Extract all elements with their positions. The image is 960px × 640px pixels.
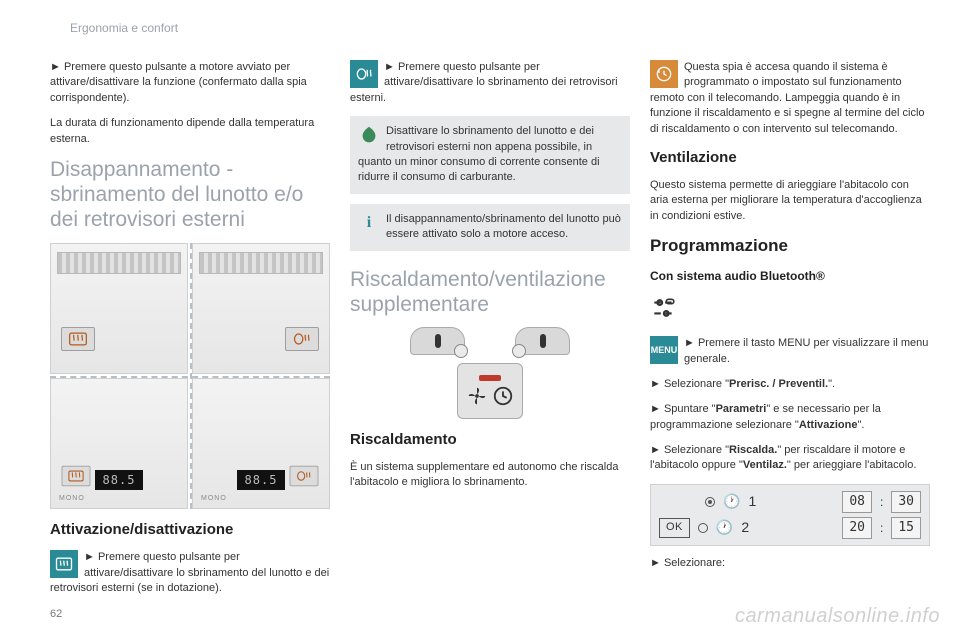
heater-illustration xyxy=(350,327,630,419)
text-block: ► Selezionare: xyxy=(650,556,930,571)
illus-panel: 88.5 MONO xyxy=(192,378,330,509)
radio-unselected-icon xyxy=(698,523,708,533)
heading-programmazione: Programmazione xyxy=(650,234,930,258)
text-block: Questa spia è accesa quando il sistema è… xyxy=(650,61,925,135)
rear-defog-icon xyxy=(50,550,78,578)
leaf-icon xyxy=(358,124,380,146)
info-callout: i Il disappannamento/sbrinamento del lun… xyxy=(350,204,630,251)
text-block: ► Premere questo pulsante a motore avvia… xyxy=(50,60,330,106)
list-item: ► Spuntare "Parametri" e se necessario p… xyxy=(650,402,930,433)
heading-defog: Disappannamento - sbrinamento del lunott… xyxy=(50,157,330,233)
hour-field: 20 xyxy=(842,517,872,539)
row-index: 1 xyxy=(748,492,756,512)
heater-indicator-icon xyxy=(650,60,678,88)
text-block: ► Premere questo pulsante per attivare/d… xyxy=(50,551,329,594)
heading-activation: Attivazione/disattivazione xyxy=(50,519,330,540)
programming-row: 🕐 1 08 : 30 xyxy=(659,491,921,513)
text-block: Il disappannamento/sbrinamento del lunot… xyxy=(386,213,621,240)
text-block: ► Premere il tasto MENU per visualizzare… xyxy=(684,337,928,364)
icon-paragraph: ► Premere questo pulsante per attivare/d… xyxy=(350,60,630,106)
mirror-defog-button xyxy=(290,466,319,486)
clock-icon: 🕐 xyxy=(716,518,733,538)
text-block: ► Premere questo pulsante per attivare/d… xyxy=(350,61,618,104)
page-number: 62 xyxy=(50,607,62,622)
temp-display: 88.5 xyxy=(95,470,143,490)
icon-paragraph: Questa spia è accesa quando il sistema è… xyxy=(650,60,930,137)
stalk-left xyxy=(410,327,465,355)
heading-ventilazione: Ventilazione xyxy=(650,147,930,168)
row-index: 2 xyxy=(741,518,749,538)
vent-strip xyxy=(199,252,323,274)
illus-panel: 88.5 MONO xyxy=(50,378,188,509)
vent-strip xyxy=(57,252,181,274)
column-1: ► Premere questo pulsante a motore avvia… xyxy=(50,20,330,596)
time-colon: : xyxy=(880,494,883,511)
eco-callout: Disattivare lo sbrinamento del lunotto e… xyxy=(350,116,630,194)
icon-paragraph: ► Premere questo pulsante per attivare/d… xyxy=(50,550,330,596)
steering-stalks xyxy=(410,327,570,355)
rear-defog-button xyxy=(62,466,91,486)
ok-button: OK xyxy=(659,518,690,537)
rear-defog-icon xyxy=(68,331,88,347)
minute-field: 30 xyxy=(891,491,921,513)
column-2: ► Premere questo pulsante per attivare/d… xyxy=(350,20,630,596)
list-item: ► Selezionare "Prerisc. / Preventil.". xyxy=(650,377,930,392)
text-block: La durata di funzionamento dipende dalla… xyxy=(50,116,330,147)
heater-button xyxy=(457,363,523,419)
mirror-defog-icon xyxy=(350,60,378,88)
mirror-defog-icon xyxy=(296,469,313,483)
mono-label: MONO xyxy=(59,494,85,504)
radio-selected-icon xyxy=(705,497,715,507)
column-3: Questa spia è accesa quando il sistema è… xyxy=(650,20,930,596)
rear-defog-icon xyxy=(68,469,85,483)
menu-button-icon: MENU xyxy=(650,336,678,364)
programming-panel: 🕐 1 08 : 30 OK 🕐 2 20 : 15 xyxy=(650,484,930,546)
defog-illustration: 88.5 MONO 88.5 MONO xyxy=(50,243,330,510)
settings-sliders-icon xyxy=(650,295,672,326)
list-item: ► Selezionare "Riscalda." per riscaldare… xyxy=(650,443,930,474)
time-colon: : xyxy=(880,520,883,537)
programming-row: OK 🕐 2 20 : 15 xyxy=(659,517,921,539)
clock-icon xyxy=(492,385,514,407)
fan-icon xyxy=(466,385,488,407)
icon-paragraph: MENU ► Premere il tasto MENU per visuali… xyxy=(650,336,930,367)
info-icon: i xyxy=(358,212,380,234)
mono-label: MONO xyxy=(201,494,227,504)
heading-aux-heating: Riscaldamento/ventilazione supplementare xyxy=(350,267,630,317)
text-block: È un sistema supplementare ed autonomo c… xyxy=(350,460,630,491)
heading-riscaldamento: Riscaldamento xyxy=(350,429,630,450)
hour-field: 08 xyxy=(842,491,872,513)
stalk-right xyxy=(515,327,570,355)
text-block: Disattivare lo sbrinamento del lunotto e… xyxy=(358,125,600,183)
mirror-defog-button xyxy=(285,327,319,351)
clock-icon: 🕐 xyxy=(723,492,740,512)
page-body: ► Premere questo pulsante a motore avvia… xyxy=(0,0,960,616)
heading-bluetooth: Con sistema audio Bluetooth® xyxy=(650,268,930,285)
section-header: Ergonomia e confort xyxy=(70,20,178,37)
heater-led xyxy=(479,375,501,381)
temp-display: 88.5 xyxy=(237,470,285,490)
text-block: Questo sistema permette di arieggiare l'… xyxy=(650,178,930,224)
mirror-defog-icon xyxy=(292,331,312,347)
minute-field: 15 xyxy=(891,517,921,539)
illus-panel xyxy=(192,243,330,374)
watermark: carmanualsonline.info xyxy=(735,602,940,630)
illus-panel xyxy=(50,243,188,374)
rear-defog-button xyxy=(61,327,95,351)
